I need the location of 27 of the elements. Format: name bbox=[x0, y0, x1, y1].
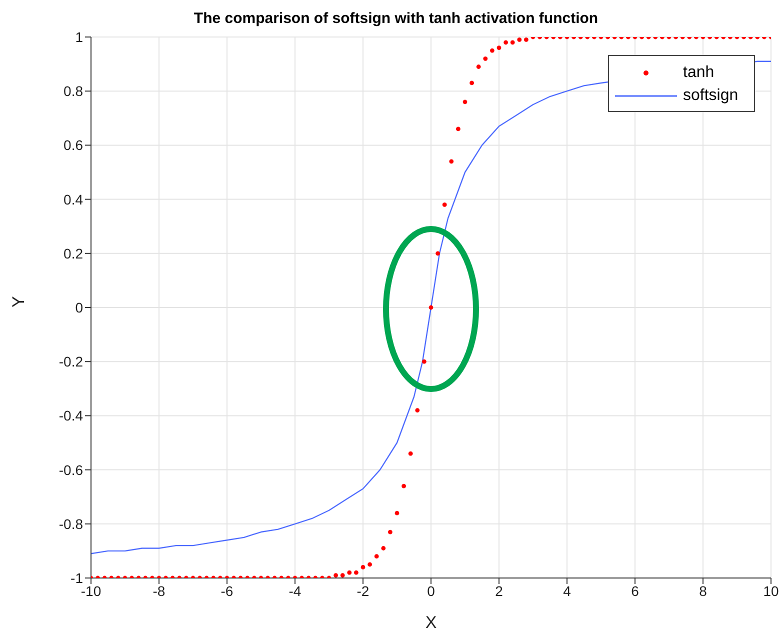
y-tick-label: 0.2 bbox=[64, 245, 84, 262]
x-tick-label: -8 bbox=[152, 582, 166, 599]
y-tick-label: 1 bbox=[75, 28, 84, 45]
y-axis-title: Y bbox=[9, 296, 28, 308]
y-tick-label: 0.6 bbox=[64, 137, 84, 154]
x-tick-label: 10 bbox=[763, 582, 779, 599]
y-tick-label: -0.8 bbox=[58, 516, 84, 532]
x-tick-label: 0 bbox=[427, 582, 436, 599]
y-tick-label: 0 bbox=[75, 299, 84, 316]
legend-label: tanh bbox=[683, 63, 714, 83]
y-tick-label: -1 bbox=[70, 570, 84, 586]
y-tick-label: 0.8 bbox=[64, 83, 84, 100]
y-tick-label: -0.4 bbox=[58, 408, 84, 424]
x-tick-label: 4 bbox=[563, 582, 572, 599]
y-tick-label: -0.2 bbox=[58, 354, 84, 370]
x-tick-label: 6 bbox=[631, 582, 640, 599]
x-tick-label: 2 bbox=[495, 582, 504, 599]
y-tick-label: -0.6 bbox=[58, 462, 84, 478]
chart-title: The comparison of softsign with tanh activation function bbox=[192, 10, 600, 27]
x-tick-label: -2 bbox=[356, 582, 370, 599]
x-tick-label: -10 bbox=[80, 582, 102, 599]
x-axis-title: X bbox=[425, 613, 437, 632]
x-tick-label: -4 bbox=[288, 582, 302, 599]
x-tick-label: 8 bbox=[699, 582, 708, 599]
y-tick-label: 0.4 bbox=[64, 191, 84, 208]
x-tick-label: -6 bbox=[220, 582, 234, 599]
legend-label: softsign bbox=[683, 86, 738, 106]
